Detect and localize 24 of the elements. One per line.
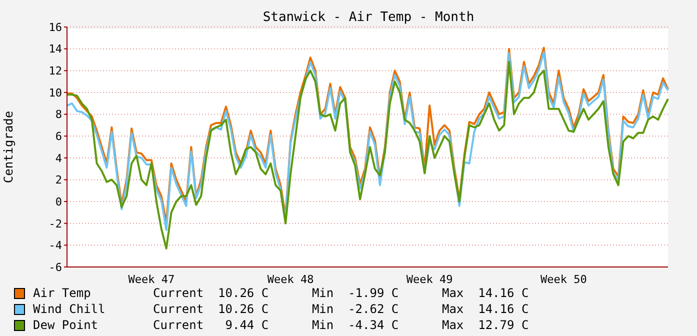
x-tick-label: Week 50	[540, 272, 587, 286]
y-tick-label: 2	[55, 174, 62, 187]
legend-label: Wind Chill	[33, 302, 106, 316]
y-tick-label: 4	[55, 152, 62, 165]
chart-title: Stanwick - Air Temp - Month	[262, 10, 474, 25]
y-tick-label: 6	[55, 130, 62, 143]
x-tick-label: Week 48	[267, 272, 314, 286]
y-tick-label: 8	[55, 108, 62, 122]
y-tick-label: 16	[48, 20, 62, 34]
y-tick-label: -2	[48, 217, 62, 230]
y-tick-label: -6	[48, 260, 62, 274]
y-tick-label: 12	[48, 64, 62, 78]
x-tick-label: Week 47	[128, 272, 175, 286]
text: Current 10.26 C Min -1.99 C Max 14.16 C	[153, 286, 529, 300]
text: Current 10.26 C Min -2.62 C Max 14.16 C	[153, 302, 529, 316]
y-tick-label: 14	[48, 42, 62, 56]
legend-label: Air Temp	[33, 286, 92, 300]
y-tick-label: -4	[48, 239, 62, 252]
y-axis-title: Centigrade	[1, 110, 16, 184]
y-tick-label: 0	[55, 195, 62, 208]
y-tick-label: 10	[48, 86, 62, 100]
x-tick-label: Week 49	[406, 272, 453, 286]
text: Current 9.44 C Min -4.34 C Max 12.79 C	[153, 318, 529, 332]
legend-label: Dew Point	[33, 318, 100, 332]
